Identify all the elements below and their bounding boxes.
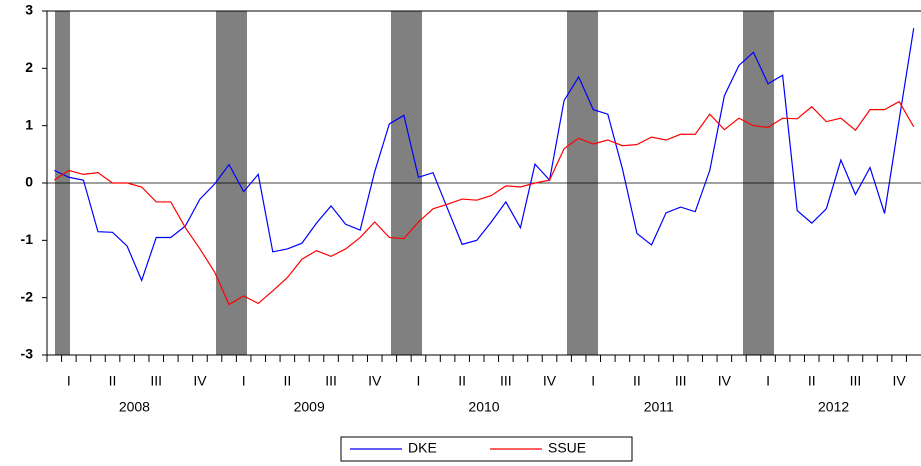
year-label: 2011 xyxy=(644,399,674,415)
year-label: 2009 xyxy=(294,399,325,415)
quarter-label: III xyxy=(500,373,512,389)
legend-box xyxy=(340,436,633,462)
legend-label: DKE xyxy=(408,440,437,456)
year-label: 2010 xyxy=(468,399,499,415)
quarter-label: III xyxy=(675,373,687,389)
y-tick-label: 2 xyxy=(25,59,33,75)
series-line xyxy=(53,100,915,306)
quarter-label: II xyxy=(808,373,816,389)
y-tick-label: -2 xyxy=(21,288,34,304)
quarter-label: I xyxy=(766,373,770,389)
y-tick-label: -1 xyxy=(21,231,34,247)
quarter-label: III xyxy=(325,373,337,389)
quarter-label: II xyxy=(109,373,117,389)
quarter-label: II xyxy=(633,373,641,389)
quarter-label: II xyxy=(283,373,291,389)
y-tick-label: 0 xyxy=(25,174,33,190)
quarter-label: II xyxy=(458,373,466,389)
quarter-label: I xyxy=(591,373,595,389)
quarter-label: I xyxy=(67,373,71,389)
quarter-label: I xyxy=(242,373,246,389)
quarter-label: IV xyxy=(193,373,207,389)
quarter-label: I xyxy=(417,373,421,389)
y-tick-label: -3 xyxy=(21,346,34,362)
y-tick-label: 3 xyxy=(25,2,33,18)
quarter-label: III xyxy=(150,373,162,389)
quarter-label: III xyxy=(850,373,862,389)
year-label: 2008 xyxy=(119,399,150,415)
quarter-label: IV xyxy=(543,373,557,389)
quarter-label: IV xyxy=(718,373,732,389)
quarter-label: IV xyxy=(368,373,382,389)
legend-label: SSUE xyxy=(548,440,586,456)
year-label: 2012 xyxy=(818,399,849,415)
y-tick-label: 1 xyxy=(25,116,33,132)
quarter-label: IV xyxy=(893,373,907,389)
series-line xyxy=(54,28,915,283)
